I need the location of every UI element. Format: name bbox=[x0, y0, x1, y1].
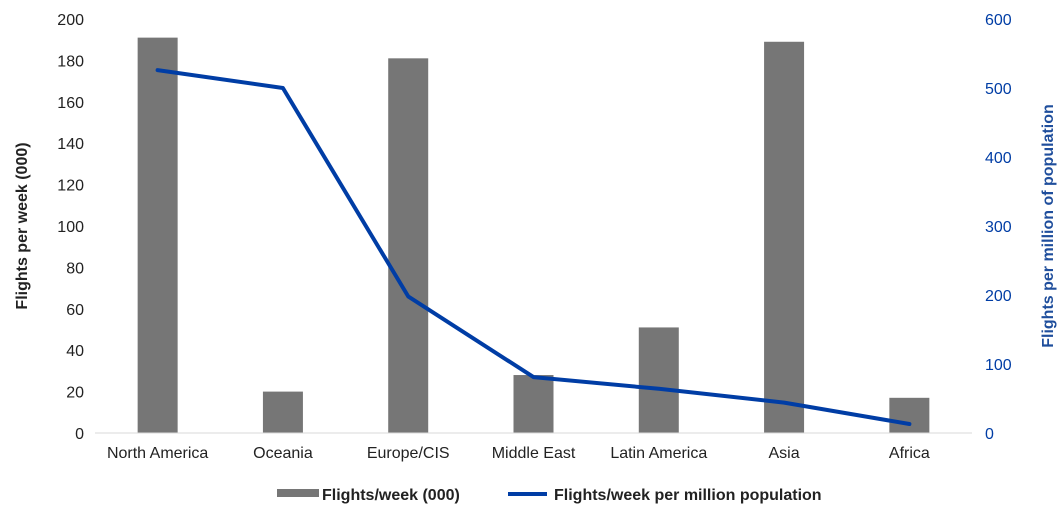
left-tick-label: 0 bbox=[75, 426, 84, 443]
x-axis-ticks: North America Oceania Europe/CIS Middle Eas… bbox=[107, 445, 930, 462]
left-tick-label: 100 bbox=[57, 219, 84, 236]
left-tick-label: 120 bbox=[57, 178, 84, 195]
line-series bbox=[155, 68, 912, 426]
bar bbox=[513, 375, 554, 433]
line-series-path bbox=[155, 68, 912, 426]
legend-bar-swatch bbox=[277, 489, 319, 497]
right-tick-label: 200 bbox=[985, 288, 1012, 305]
left-tick-label: 200 bbox=[57, 12, 84, 29]
bar bbox=[638, 327, 679, 433]
right-axis-title: Flights per million of population bbox=[1040, 104, 1057, 348]
bar bbox=[262, 391, 303, 433]
x-tick-label: Africa bbox=[889, 445, 930, 462]
left-tick-label: 140 bbox=[57, 136, 84, 153]
right-tick-label: 300 bbox=[985, 219, 1012, 236]
left-axis-ticks: 0 20 40 60 80 100 120 140 160 180 200 bbox=[57, 12, 84, 443]
right-tick-label: 100 bbox=[985, 357, 1012, 374]
bar bbox=[137, 37, 178, 433]
bar bbox=[388, 58, 429, 434]
right-axis-ticks: 0 100 200 300 400 500 600 bbox=[985, 12, 1012, 443]
left-tick-label: 20 bbox=[66, 385, 84, 402]
left-tick-label: 60 bbox=[66, 302, 84, 319]
x-tick-label: Oceania bbox=[253, 445, 313, 462]
left-tick-label: 80 bbox=[66, 260, 84, 277]
bar-series bbox=[137, 37, 930, 434]
right-tick-label: 400 bbox=[985, 150, 1012, 167]
bar bbox=[764, 41, 805, 434]
left-tick-label: 40 bbox=[66, 343, 84, 360]
legend: Flights/week (000) Flights/week per mill… bbox=[277, 487, 822, 504]
right-tick-label: 600 bbox=[985, 12, 1012, 29]
left-tick-label: 160 bbox=[57, 95, 84, 112]
x-tick-label: Middle East bbox=[492, 445, 576, 462]
bar bbox=[889, 397, 930, 433]
legend-line-label: Flights/week per million population bbox=[554, 487, 822, 504]
left-axis-title: Flights per week (000) bbox=[14, 142, 31, 309]
right-tick-label: 0 bbox=[985, 426, 994, 443]
right-tick-label: 500 bbox=[985, 81, 1012, 98]
left-tick-label: 180 bbox=[57, 53, 84, 70]
x-tick-label: North America bbox=[107, 445, 208, 462]
x-tick-label: Asia bbox=[769, 445, 800, 462]
legend-bar-label: Flights/week (000) bbox=[322, 487, 460, 504]
x-tick-label: Latin America bbox=[610, 445, 707, 462]
x-tick-label: Europe/CIS bbox=[367, 445, 450, 462]
